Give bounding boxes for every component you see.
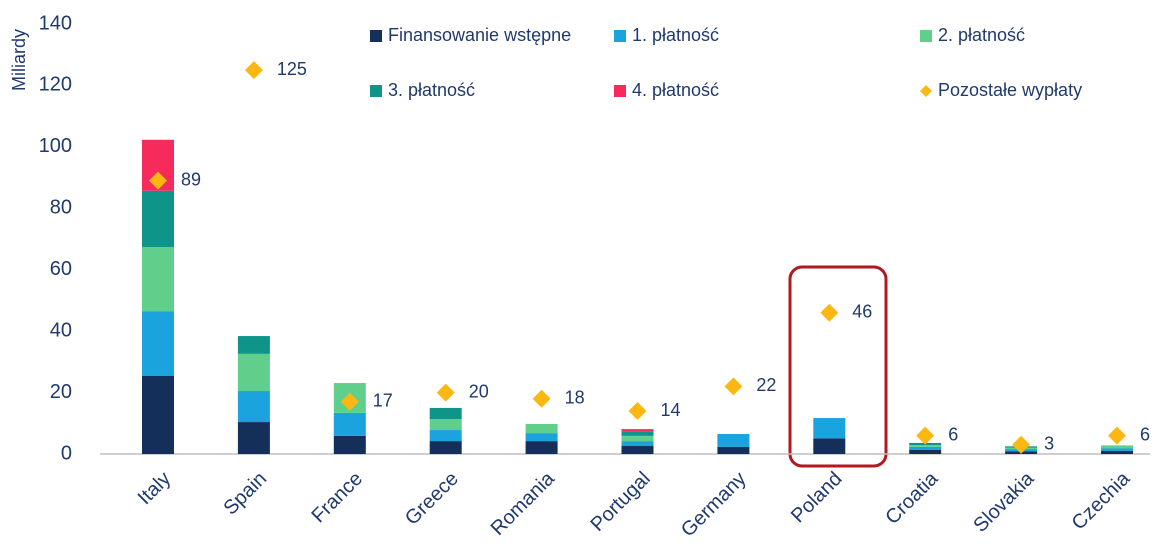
diamond-marker <box>1012 435 1031 454</box>
bar-segment <box>142 375 174 454</box>
bar-segment <box>909 446 942 451</box>
x-tick-label: Italy <box>134 468 175 509</box>
bar-segment <box>525 441 558 454</box>
y-tick-label: 120 <box>39 74 72 96</box>
legend-marker <box>614 85 626 97</box>
y-tick-label: 60 <box>50 258 72 280</box>
bar-segment <box>237 353 270 392</box>
data-label: 18 <box>565 387 585 407</box>
bar-segment <box>621 446 654 454</box>
x-tick-label: France <box>307 468 367 528</box>
data-label: 3 <box>1044 434 1054 454</box>
bar-segment <box>813 438 846 454</box>
bar-segment <box>1101 448 1133 451</box>
legend-marker <box>370 85 382 97</box>
x-tick-label: Portugal <box>587 468 655 536</box>
bar-segment <box>142 311 174 376</box>
x-tick-label: Romania <box>487 467 560 540</box>
bar-segment <box>237 336 270 354</box>
bar-segment <box>621 429 654 432</box>
bar-segment <box>429 407 462 419</box>
bar-segment <box>429 441 462 454</box>
data-label: 89 <box>181 169 201 189</box>
y-tick-label: 0 <box>61 442 72 464</box>
legend-label: Pozostałe wypłaty <box>938 80 1082 100</box>
diamond-marker <box>532 389 551 408</box>
legend-label: 3. płatność <box>388 80 475 100</box>
diamond-marker <box>436 383 455 402</box>
x-tick-label: Slovakia <box>969 467 1039 537</box>
bar-segment <box>237 391 270 423</box>
bar-segment <box>525 433 558 442</box>
diamond-marker <box>244 61 263 80</box>
y-tick-label: 140 <box>39 12 72 34</box>
bar-segment <box>909 450 942 454</box>
bar-segment <box>333 412 366 436</box>
x-tick-label: Croatia <box>881 467 943 529</box>
diamond-marker <box>916 426 935 445</box>
legend-marker <box>614 30 626 42</box>
data-label: 14 <box>661 400 681 420</box>
bar-segment <box>429 430 462 442</box>
x-tick-label: Spain <box>219 468 271 520</box>
bar-segment <box>621 441 654 447</box>
bar-segment <box>429 418 462 431</box>
bar-segment <box>525 423 558 434</box>
data-label: 17 <box>373 391 393 411</box>
bar-segment <box>717 434 750 447</box>
legend-label: Finansowanie wstępne <box>388 25 571 45</box>
diamond-marker <box>724 377 743 396</box>
data-label: 46 <box>852 301 872 321</box>
bar-segment <box>1101 450 1133 454</box>
bar-segment <box>142 190 174 247</box>
y-tick-label: 100 <box>39 135 72 157</box>
legend-label: 2. płatność <box>938 25 1025 45</box>
x-tick-label: Greece <box>401 468 463 530</box>
data-label: 20 <box>469 381 489 401</box>
legend-marker <box>920 85 932 97</box>
x-tick-label: Poland <box>787 468 847 528</box>
bar-segment <box>909 445 942 447</box>
data-label: 6 <box>948 424 958 444</box>
bar-segment <box>1101 445 1133 449</box>
bar-segment <box>333 435 366 454</box>
highlight-box <box>788 265 888 468</box>
data-label: 6 <box>1140 424 1150 444</box>
diamond-marker <box>820 303 839 322</box>
y-tick-label: 40 <box>50 319 72 341</box>
diamond-marker <box>628 402 647 420</box>
diamond-marker <box>149 171 167 190</box>
y-tick-label: 20 <box>50 381 72 403</box>
y-tick-label: 80 <box>50 197 72 219</box>
bar-segment <box>621 435 654 442</box>
data-label: 125 <box>277 59 307 79</box>
legend-label: 1. płatność <box>632 25 719 45</box>
x-tick-label: Germany <box>677 468 751 542</box>
diamond-marker <box>340 392 359 411</box>
legend-marker <box>920 30 932 42</box>
bar-segment <box>717 446 750 454</box>
legend-label: 4. płatność <box>632 80 719 100</box>
bar-segment <box>621 431 654 436</box>
x-tick-label: Czechia <box>1068 467 1135 534</box>
bar-segment <box>142 246 174 312</box>
bar-segment <box>237 422 270 454</box>
y-axis-label: Miliardy <box>9 29 29 91</box>
diamond-marker <box>1108 426 1126 445</box>
data-label: 22 <box>756 375 776 395</box>
legend-marker <box>370 30 382 42</box>
bar-segment <box>813 418 846 439</box>
